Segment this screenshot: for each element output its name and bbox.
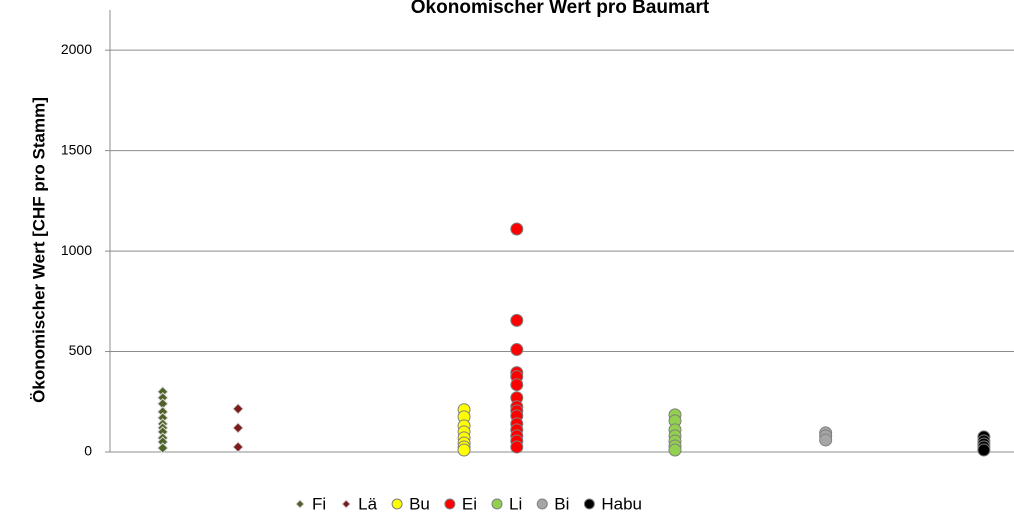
y-tick-label: 2000	[61, 41, 92, 57]
legend-marker	[491, 498, 503, 510]
point	[232, 441, 244, 453]
legend-marker	[583, 498, 595, 510]
point	[457, 443, 471, 457]
point	[977, 443, 991, 457]
legend-marker	[444, 498, 456, 510]
point	[668, 443, 682, 457]
legend-label: Li	[509, 494, 522, 513]
legend-label: Ei	[462, 494, 477, 513]
point	[157, 442, 169, 454]
chart-title: Ökonomischer Wert pro Baumart	[411, 0, 710, 18]
y-tick-label: 0	[84, 443, 92, 459]
legend-label: Fi	[312, 494, 326, 513]
legend-label: Lä	[358, 494, 377, 513]
point	[510, 313, 524, 327]
y-tick-label: 500	[69, 342, 93, 358]
point	[510, 378, 524, 392]
legend-label: Bi	[554, 494, 569, 513]
point	[232, 403, 244, 415]
legend-label: Habu	[601, 494, 642, 513]
legend-label: Bu	[409, 494, 430, 513]
y-tick-label: 1500	[61, 141, 92, 157]
point	[510, 222, 524, 236]
point	[510, 343, 524, 357]
legend-marker	[341, 499, 351, 509]
y-axis-label: Ökonomischer Wert [CHF pro Stamm]	[29, 97, 48, 403]
point	[232, 422, 244, 434]
point	[819, 433, 833, 447]
y-tick-label: 1000	[61, 242, 92, 258]
legend-marker	[295, 499, 305, 509]
legend-marker	[391, 498, 403, 510]
legend-marker	[536, 498, 548, 510]
point	[510, 440, 524, 454]
